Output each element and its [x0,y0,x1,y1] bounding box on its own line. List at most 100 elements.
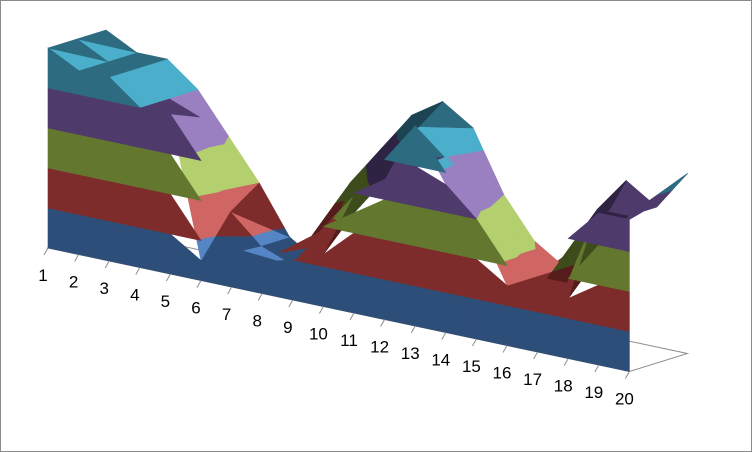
surface-facet [47,38,108,62]
surface-front-wall [414,205,447,253]
surface-front-wall [108,140,141,188]
x-tick-label: 18 [554,377,573,396]
x-tick-label: 9 [283,318,292,337]
surface-facet [278,230,323,254]
surface-front-wall [78,174,110,222]
x-tick-label: 14 [431,351,450,370]
surface-front-wall [170,112,202,161]
surface-front-wall [384,199,416,247]
surface-front-wall [353,232,385,280]
x-tick-label: 13 [401,344,420,363]
x-tick-mark [471,338,477,347]
surface-front-wall [414,124,447,173]
surface-front-wall [108,220,141,268]
x-tick-mark [533,351,539,360]
surface-facet [367,163,384,185]
x-tick-mark [563,358,569,366]
surface-front-wall [47,167,79,215]
x-tick-label: 20 [615,390,634,409]
surface-front-wall [445,252,477,300]
x-tick-label: 6 [191,299,200,318]
x-tick-label: 11 [340,331,358,350]
x-tick-label: 3 [99,279,108,298]
x-tick-mark [441,332,447,340]
surface-facet [657,173,688,196]
surface-front-wall [537,311,569,359]
x-tick-mark [135,267,141,275]
surface-front-wall [567,212,600,246]
surface-front-wall [170,233,202,281]
surface-front-wall [506,305,538,353]
surface-facet [335,181,352,203]
surface-front-wall [445,183,478,220]
surface-front-wall [445,292,477,340]
surface-front-wall [78,134,110,182]
x-tick-mark [594,364,600,373]
surface-front-wall [139,187,171,235]
x-tick-mark [74,254,80,262]
surface-front-wall [170,192,202,241]
x-tick-label: 5 [161,292,170,311]
surface-front-wall [598,212,630,252]
surface-front-wall [414,285,447,333]
surface-front-wall [78,214,110,262]
x-tick-mark [349,312,355,321]
x-tick-label: 8 [252,312,261,331]
surface-front-wall [384,239,416,287]
x-tick-label: 1 [38,266,47,285]
surface-front-wall [476,217,508,266]
x-tick-label: 7 [222,305,231,324]
surface-front-wall [78,94,110,142]
x-tick-label: 19 [584,383,603,402]
x-tick-mark [624,371,630,379]
x-tick-mark [288,299,294,308]
x-tick-label: 17 [523,370,542,389]
surface-front-wall [47,127,79,175]
surface-front-wall [47,87,79,135]
surface-front-wall [323,266,355,314]
x-tick-label: 4 [130,286,139,305]
x-tick-mark [227,286,233,295]
x-tick-mark [502,345,508,353]
surface-front-wall [139,147,171,195]
surface-front-wall [414,245,447,293]
surface-plot [47,29,688,372]
surface-front-wall [445,212,477,260]
surface-front-wall [47,207,79,255]
x-tick-mark [410,325,416,334]
x-tick-label: 16 [493,364,512,383]
surface-front-wall [476,298,508,346]
x-tick-mark [318,306,324,314]
x-tick-label: 12 [370,338,389,357]
x-tick-mark [196,280,202,288]
x-tick-label: 2 [69,273,78,292]
surface-front-wall [353,272,385,320]
x-tick-mark [43,247,49,256]
surface-front-wall [139,227,171,275]
x-tick-mark [380,319,386,327]
surface-facet [396,114,413,136]
surface-facet [365,148,382,170]
x-tick-label: 10 [309,325,328,344]
surface-front-wall [598,284,630,332]
surface-front-wall [598,244,630,292]
surface-front-wall [108,76,141,109]
surface-front-wall [598,324,630,372]
x-tick-mark [257,293,263,301]
surface-front-wall [170,152,202,201]
x-axis-ticks: 1 2 3 4 5 6 7 8 9 10 11 12 13 14 15 16 17 18 19 20 [38,247,634,409]
surface-facet [366,131,398,178]
surface-facet [76,29,137,53]
x-tick-mark [165,273,171,282]
surface-front-wall [292,259,324,307]
surface-front-wall [108,100,141,148]
surface-front-wall [108,180,141,228]
surface-front-wall [261,259,294,301]
surface-front-wall [384,279,416,327]
surface-front-wall [567,318,600,366]
x-tick-label: 15 [462,357,481,376]
surface-front-wall [139,107,171,155]
x-tick-mark [104,260,110,269]
